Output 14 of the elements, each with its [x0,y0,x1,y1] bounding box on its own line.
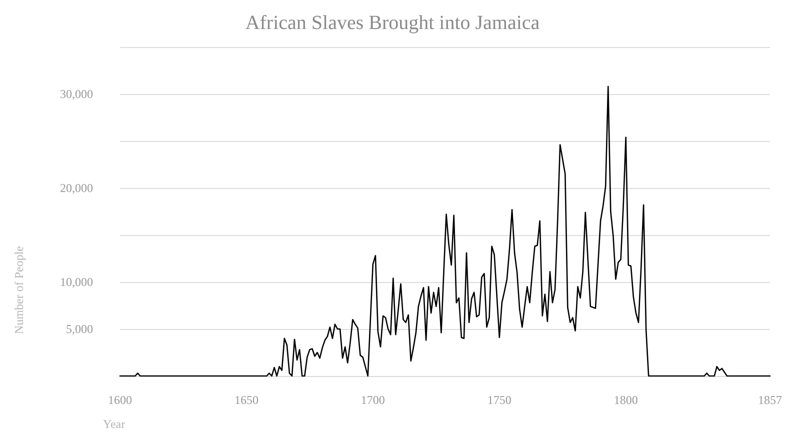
x-tick-label: 1800 [614,393,638,407]
y-axis-title: Number of People [12,246,26,334]
y-tick-label: 20,000 [60,181,93,195]
y-tick-label: 30,000 [60,87,93,101]
x-tick-label: 1857 [758,393,782,407]
x-axis-title: Year [103,417,126,431]
y-tick-label: 5,000 [66,322,93,336]
x-tick-label: 1700 [360,393,385,407]
x-tick-label: 1600 [108,393,132,407]
x-tick-label: 1650 [234,393,258,407]
chart-title: African Slaves Brought into Jamaica [245,12,540,34]
line-series [119,86,771,377]
y-tick-label: 10,000 [60,275,93,289]
x-tick-label: 1750 [487,393,512,407]
